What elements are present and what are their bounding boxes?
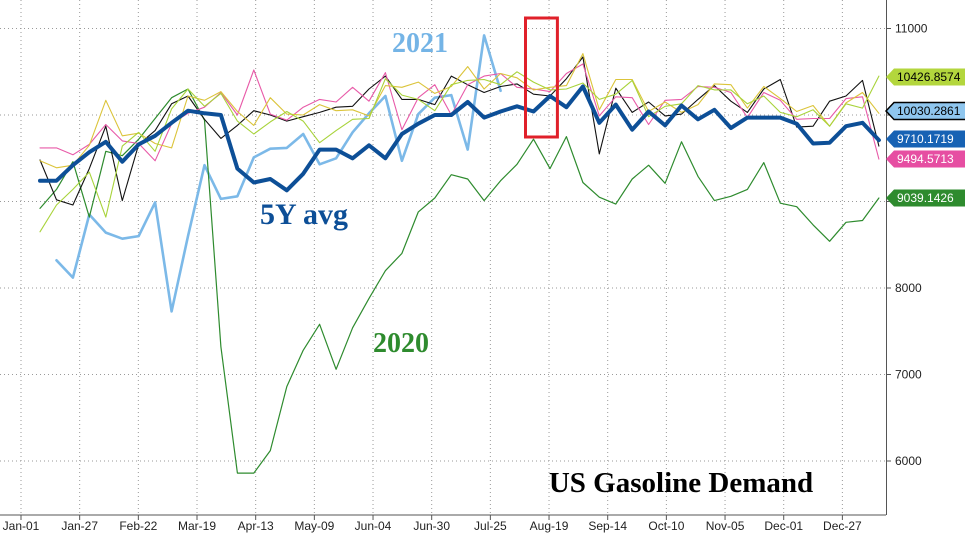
grid-lines [0, 0, 886, 515]
highlight-box [524, 16, 559, 139]
x-tick-label: Jan-27 [61, 519, 98, 533]
x-tick-label: Dec-01 [764, 519, 803, 533]
series-line-5y-avg [38, 84, 881, 193]
series-line-black [39, 56, 880, 206]
last-value-tag [886, 68, 965, 86]
annotation-layer: 2021 5Y avg 2020 [260, 16, 559, 359]
last-value-label: 9494.5713 [897, 152, 954, 166]
series-line-2021 [55, 34, 502, 313]
x-tick-label: Dec-27 [823, 519, 862, 533]
y-tick-label: 11000 [895, 22, 928, 36]
y-tick-label: 7000 [895, 368, 922, 382]
last-value-tag [884, 101, 965, 121]
last-value-label: 10426.8574 [897, 70, 961, 84]
x-tick-label: Jun-30 [413, 519, 450, 533]
x-tick-label: Jul-25 [474, 519, 507, 533]
y-tick-label: 8000 [895, 281, 922, 295]
series-line-lime [39, 71, 880, 233]
x-tick-label: Mar-19 [178, 519, 216, 533]
last-value-tags: 10426.8574 10030.2861 9710.1719 9494.5713 90… [884, 68, 965, 207]
chart-title: US Gasoline Demand [549, 467, 813, 499]
x-tick-label: Oct-10 [648, 519, 684, 533]
x-tick-label: May-09 [294, 519, 334, 533]
series-line-2020 [39, 88, 880, 474]
last-value-tag [886, 150, 965, 168]
plot-right-edge [886, 0, 887, 515]
x-tick-label: Nov-05 [706, 519, 745, 533]
last-value-label: 9710.1719 [897, 132, 954, 146]
annotation-2020: 2020 [373, 328, 429, 359]
x-tick-label: Feb-22 [119, 519, 157, 533]
last-value-tag [886, 189, 965, 207]
x-tick-label: Apr-13 [238, 519, 274, 533]
x-tick-label: Sep-14 [588, 519, 627, 533]
annotation-5y-avg: 5Y avg [260, 198, 348, 231]
x-tick-label: Aug-19 [530, 519, 569, 533]
last-value-tag [886, 130, 965, 148]
x-tick-label: Jun-04 [355, 519, 392, 533]
y-tick-label: 6000 [895, 454, 922, 468]
x-tick-label: Jan-01 [3, 519, 40, 533]
x-axis: Jan-01 Jan-27 Feb-22 Mar-19 Apr-13 May-09 Jun-… [0, 514, 886, 533]
last-value-label: 9039.1426 [897, 191, 954, 205]
y-axis: 60007000800090001000011000 [886, 22, 929, 468]
annotation-2021: 2021 [392, 28, 448, 59]
series-layer [38, 34, 881, 474]
last-value-label: 10030.2861 [897, 104, 961, 118]
